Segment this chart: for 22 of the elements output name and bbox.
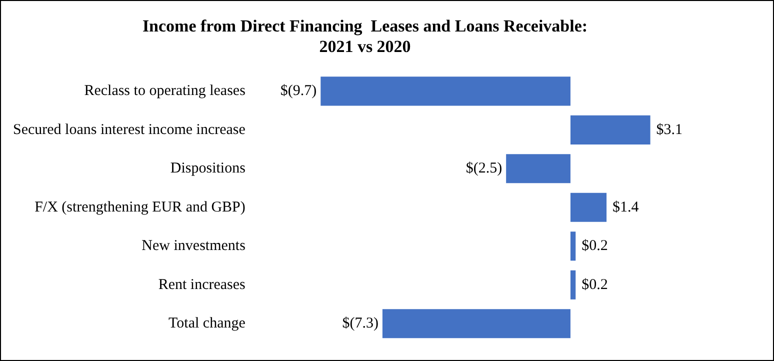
bar xyxy=(320,76,570,106)
chart-title: Income from Direct Financing Leases and Loans Receivable: 2021 vs 2020 xyxy=(142,16,588,56)
data-label: $(2.5) xyxy=(466,160,502,177)
bar xyxy=(570,270,576,300)
bar xyxy=(382,309,570,338)
y-tick-label: Secured loans interest income increase xyxy=(13,122,246,138)
data-label: $0.2 xyxy=(582,276,608,293)
bar xyxy=(570,232,576,261)
data-label: $3.1 xyxy=(656,122,683,138)
y-tick-label: Rent increases xyxy=(158,276,246,293)
data-label: $0.2 xyxy=(582,238,608,254)
y-tick-label: F/X (strengthening EUR and GBP) xyxy=(34,199,246,216)
data-label: $1.4 xyxy=(612,199,640,216)
data-label: $(9.7) xyxy=(280,83,317,100)
bar xyxy=(570,192,607,222)
y-tick-label: New investments xyxy=(142,238,246,254)
y-tick-label: Reclass to operating leases xyxy=(84,83,246,100)
y-tick-label: Total change xyxy=(168,316,246,332)
y-tick-label: Dispositions xyxy=(170,160,246,177)
bar xyxy=(570,115,650,144)
bar xyxy=(506,154,570,184)
data-label: $(7.3) xyxy=(342,316,378,332)
